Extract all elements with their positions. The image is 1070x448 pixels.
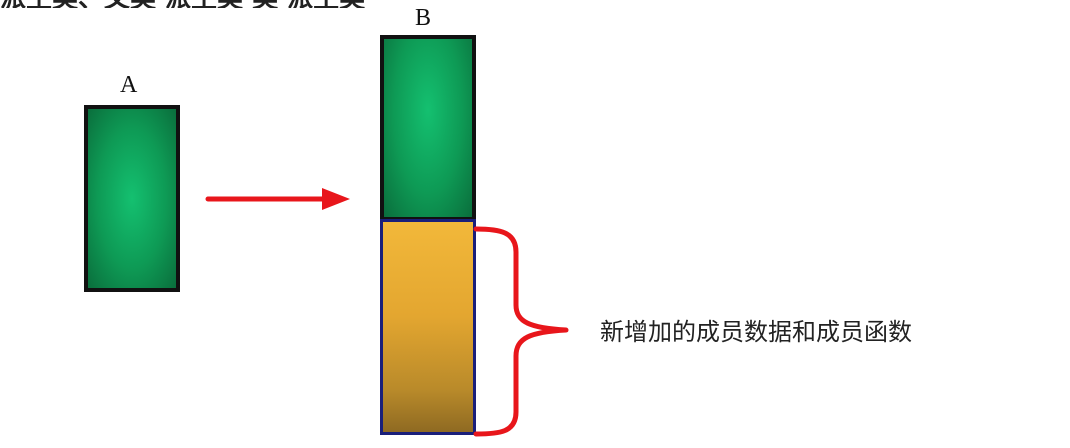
label-b: B: [415, 5, 432, 31]
new-members-note: 新增加的成员数据和成员函数: [600, 318, 912, 346]
class-b-new-members-part: [380, 219, 476, 435]
class-a-box: [84, 105, 180, 292]
class-b-inherited-part: [380, 35, 476, 221]
cropped-heading-text: 派生类、父类 派生类 类 派生类: [0, 0, 600, 8]
label-a: A: [120, 72, 138, 98]
